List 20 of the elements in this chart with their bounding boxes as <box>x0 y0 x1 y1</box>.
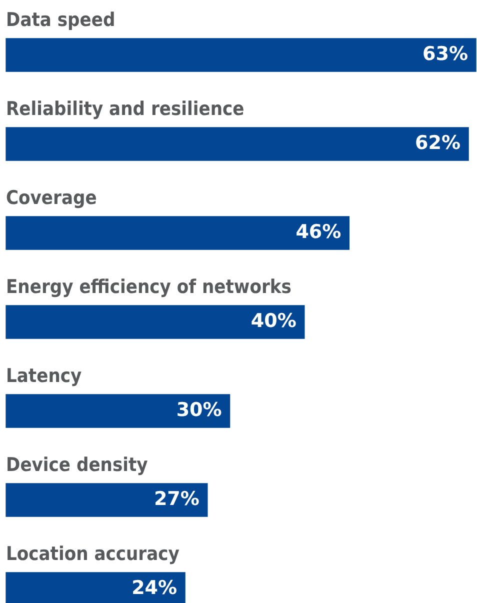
bar <box>6 127 469 161</box>
y-tick-label: Coverage <box>6 186 97 209</box>
y-tick-label: Energy efficiency of networks <box>6 276 292 298</box>
bar <box>6 394 230 428</box>
data-label: 63% <box>422 42 468 65</box>
y-tick-label: Device density <box>6 454 148 476</box>
data-label: 40% <box>250 310 296 332</box>
data-label: 46% <box>296 220 342 243</box>
data-label: 27% <box>154 488 200 510</box>
data-label: 62% <box>415 132 461 154</box>
bar <box>6 38 476 72</box>
data-label: 24% <box>132 576 178 599</box>
bar <box>6 305 305 339</box>
y-tick-label: Reliability and resilience <box>6 98 244 120</box>
y-tick-label: Latency <box>6 364 82 387</box>
data-label: 30% <box>176 398 222 421</box>
y-tick-label: Data speed <box>6 8 116 31</box>
y-tick-label: Location accuracy <box>6 542 180 565</box>
bar <box>6 216 350 250</box>
bar <box>6 483 208 517</box>
